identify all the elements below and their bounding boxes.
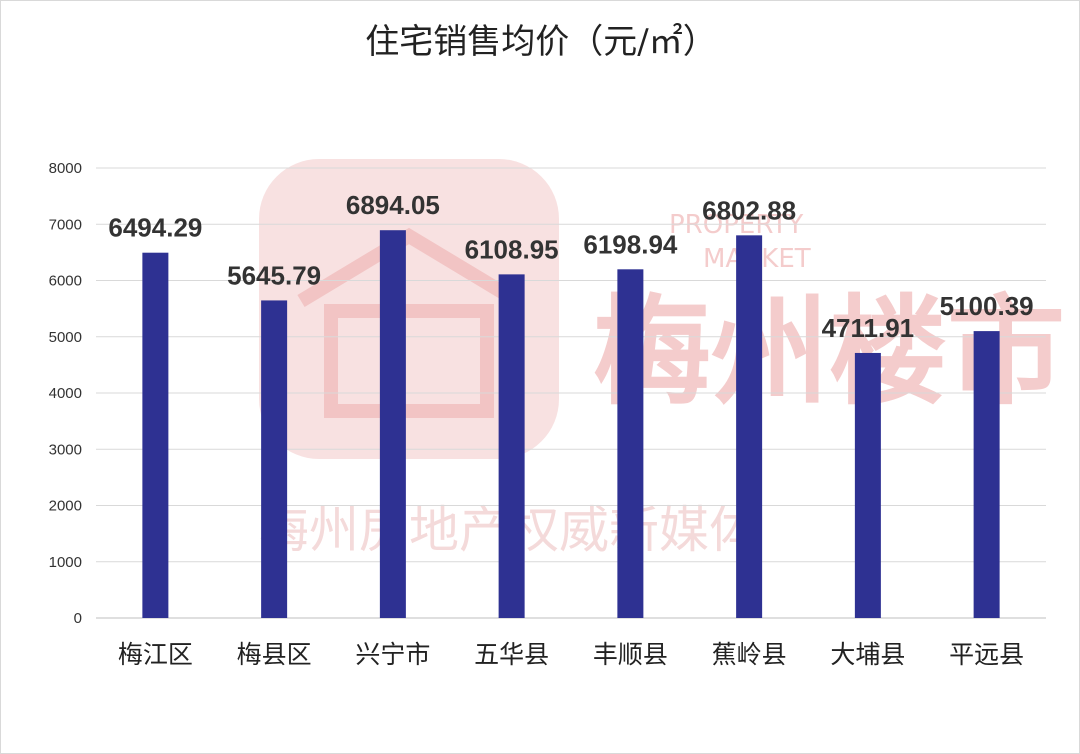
x-category-label: 梅江区 <box>118 640 193 669</box>
bar <box>142 252 169 619</box>
gridlines <box>96 167 1046 619</box>
y-tick-label: 6000 <box>49 273 82 290</box>
x-category-label: 梅县区 <box>237 640 312 669</box>
bar <box>973 331 1000 618</box>
data-label: 6894.05 <box>346 190 440 220</box>
x-category-label: 兴宁市 <box>355 640 430 669</box>
y-tick-label: 2000 <box>49 498 82 515</box>
bar <box>736 235 763 618</box>
y-tick-label: 3000 <box>49 441 82 458</box>
x-category-label: 平远县 <box>949 640 1024 669</box>
x-category-label: 丰顺县 <box>593 640 668 669</box>
data-label: 5645.79 <box>227 260 321 290</box>
y-tick-label: 0 <box>74 610 82 627</box>
data-labels: 6494.29 5645.79 6894.05 6108.95 6198.94 6802.… <box>108 190 1033 343</box>
data-label: 6802.88 <box>702 195 796 225</box>
watermark-english-line-1: PROPERTY <box>669 210 803 240</box>
bar <box>379 230 406 618</box>
y-tick-label: 8000 <box>49 160 82 177</box>
data-label: 6108.95 <box>465 234 559 264</box>
bar <box>617 269 644 618</box>
data-label: 6198.94 <box>583 229 678 259</box>
y-tick-label: 7000 <box>49 216 82 233</box>
data-label: 4711.91 <box>822 313 915 343</box>
y-tick-label: 5000 <box>49 329 82 346</box>
bar <box>498 274 525 618</box>
y-tick-label: 4000 <box>49 385 82 402</box>
x-category-label: 五华县 <box>474 640 549 669</box>
x-axis: 梅江区 梅县区 兴宁市 五华县 丰顺县 蕉岭县 大埔县 平远县 <box>118 640 1024 669</box>
data-label: 5100.39 <box>940 291 1034 321</box>
bar <box>854 352 881 618</box>
bars <box>142 230 1000 619</box>
y-tick-label: 1000 <box>49 554 82 571</box>
data-label: 6494.29 <box>108 213 202 243</box>
watermark-logo-glyph <box>297 227 521 418</box>
x-category-label: 大埔县 <box>830 640 905 669</box>
x-category-label: 蕉岭县 <box>712 640 787 669</box>
bar <box>261 300 288 618</box>
chart-title: 住宅销售均价（元/㎡） <box>365 22 716 62</box>
y-axis: 0 1000 2000 3000 4000 5000 6000 7000 8000 <box>49 160 82 627</box>
